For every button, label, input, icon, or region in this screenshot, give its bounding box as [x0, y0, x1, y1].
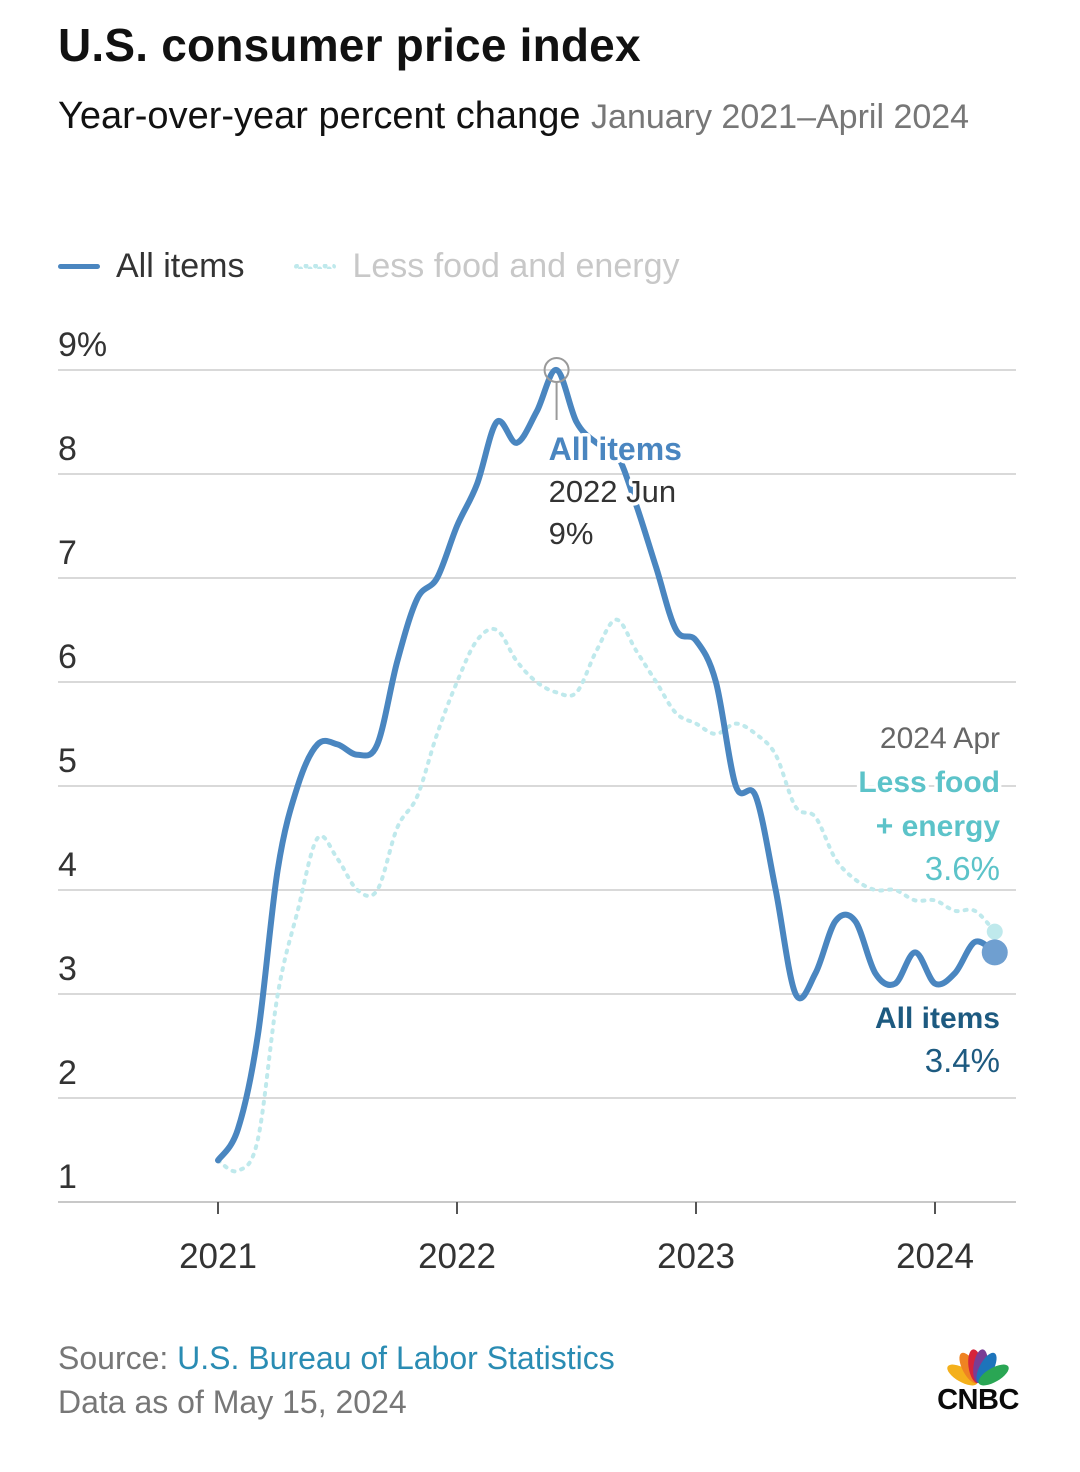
latest-all-items-label: All items	[875, 1002, 1000, 1035]
latest-core-value: 3.6%	[925, 850, 1000, 887]
latest-all-items-value: 3.4%	[925, 1042, 1000, 1079]
cnbc-logo-text: CNBC	[937, 1384, 1019, 1416]
y-tick-label: 6	[58, 638, 77, 676]
latest-core-label-line2: + energy	[876, 810, 1001, 843]
date-range: January 2021–April 2024	[591, 98, 970, 136]
y-tick-label: 3	[58, 950, 77, 988]
legend: All items Less food and energy	[58, 240, 730, 292]
cpi-line-chart: 1 2 3 4 5 6 7 8 9% 2021 2022 2023 2024 All items 2022 …	[58, 326, 1016, 1276]
legend-label-all-items: All items	[116, 246, 245, 285]
y-tick-label: 5	[58, 742, 77, 780]
chart-subtitle: Year-over-year percent change January 20…	[58, 88, 1018, 146]
series-line-less-food-and-energy	[216, 617, 997, 1174]
endpoint-marker-core	[986, 923, 1003, 940]
y-tick-label: 2	[58, 1054, 77, 1092]
y-tick-label: 1	[58, 1158, 77, 1196]
peacock-logo-icon	[947, 1349, 1009, 1386]
subtitle-text: Year-over-year percent change	[58, 95, 581, 137]
legend-item-all-items[interactable]: All items	[58, 247, 244, 286]
legend-label-core: Less food and energy	[352, 246, 680, 285]
latest-core-label-line1: Less food	[858, 766, 1000, 799]
peacock-feather	[978, 1364, 1009, 1386]
endpoint-marker-all-items	[981, 939, 1008, 966]
peacock-feather	[976, 1352, 997, 1384]
x-tick-label: 2022	[418, 1237, 496, 1276]
series-line-all-items	[215, 367, 998, 1164]
peak-annotation-date: 2022 Jun	[549, 474, 677, 509]
peak-annotation-value: 9%	[549, 516, 594, 551]
y-tick-label: 7	[58, 534, 77, 572]
x-tick-label: 2024	[896, 1237, 974, 1276]
source-prefix: Source:	[58, 1340, 169, 1376]
legend-item-core[interactable]: Less food and energy	[294, 246, 680, 286]
latest-date-label: 2024 Apr	[880, 722, 1000, 755]
y-tick-label: 9%	[58, 326, 107, 364]
legend-swatch-all-items	[58, 263, 100, 269]
x-tick-label: 2023	[657, 1237, 735, 1276]
source-line: Source: U.S. Bureau of Labor Statistics	[58, 1336, 615, 1380]
chart-footer: Source: U.S. Bureau of Labor Statistics …	[58, 1336, 615, 1424]
legend-swatch-core	[294, 263, 337, 269]
x-tick-label: 2021	[179, 1237, 257, 1276]
y-tick-label: 4	[58, 846, 77, 884]
y-tick-label: 8	[58, 430, 77, 468]
chart-title: U.S. consumer price index	[58, 19, 641, 71]
data-as-of: Data as of May 15, 2024	[58, 1384, 407, 1420]
peak-annotation-label: All items	[549, 431, 682, 467]
source-link[interactable]: U.S. Bureau of Labor Statistics	[177, 1340, 615, 1376]
